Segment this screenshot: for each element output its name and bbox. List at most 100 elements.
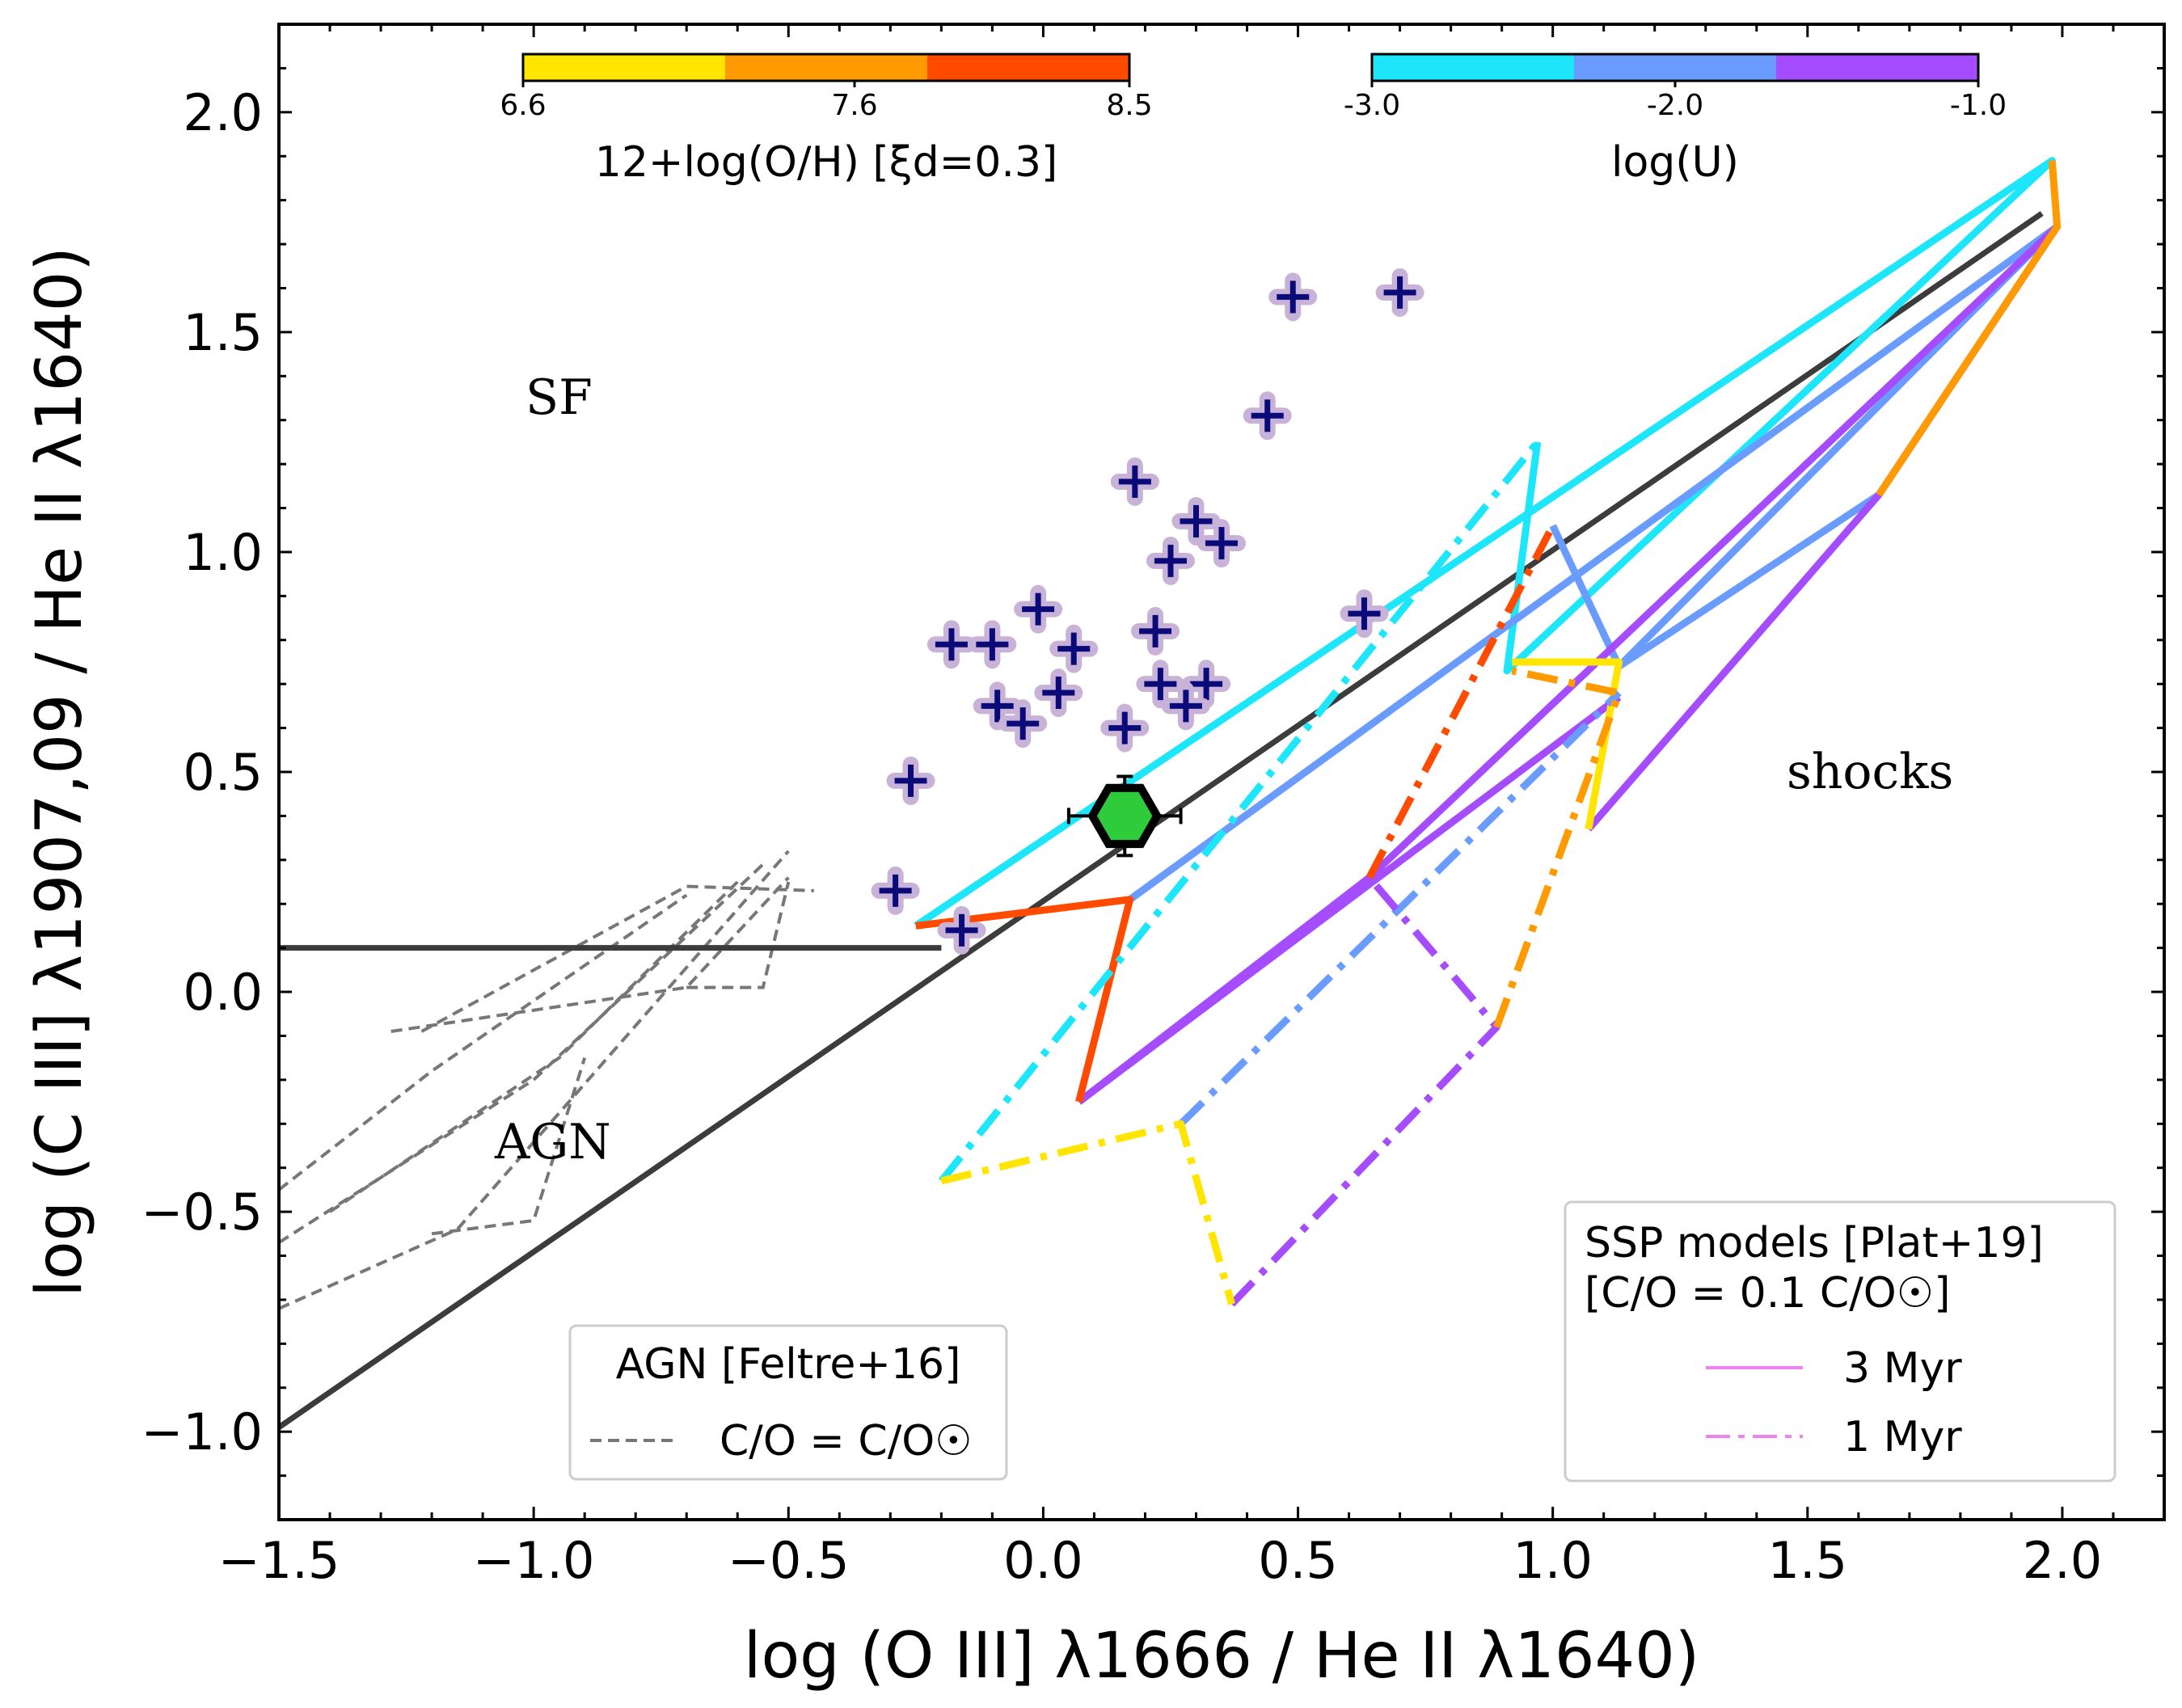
y-tick-label: 2.0 [183,83,263,142]
point-marker [1108,711,1142,744]
colorbar-segment [725,54,928,81]
point-marker [1277,280,1310,314]
model-grid-line [938,440,1541,1183]
data-point [886,756,935,805]
data-point [1100,703,1150,753]
y-tick-label: 0.5 [183,743,263,802]
model-grid-line [914,157,2056,930]
point-marker [1057,632,1091,665]
x-tick-label: 2.0 [2023,1531,2103,1590]
point-marker [1190,668,1223,701]
data-point [1375,268,1424,317]
colorbar-segment [1372,54,1575,81]
point-marker [1022,593,1055,626]
point-marker [1205,527,1238,560]
y-tick-label: 1.5 [183,303,263,362]
x-tick-label: 1.0 [1513,1531,1593,1590]
dividing-lines [279,211,2044,1430]
colorbar-segment [927,54,1130,81]
colorbar-tick-label: -3.0 [1344,89,1400,122]
y-tick-label: 0.0 [183,963,263,1022]
data-point [1131,606,1180,656]
model-grid-line [1617,491,1881,670]
colorbar-tick-label: 8.5 [1106,89,1152,122]
colorbar-segment [1776,54,1979,81]
model-grid-line [940,1120,1235,1305]
legend-label: 3 Myr [1843,1344,1962,1393]
point-marker [1144,668,1177,701]
data-point [1182,660,1231,709]
point-marker [894,764,927,797]
x-tick-label: −1.0 [473,1531,595,1590]
agn-grid-line [328,880,739,1213]
colorbar-tick-label: -1.0 [1950,89,2007,122]
x-axis-title: log (O III] λ1666 / He II λ1640) [744,1620,1699,1693]
data-point [968,620,1017,669]
colorbar-title: log(U) [1611,138,1739,187]
y-tick-label: 1.0 [183,523,263,582]
x-tick-label: −0.5 [728,1531,850,1590]
agn-model-grid [279,850,814,1310]
point-marker [1154,544,1187,577]
colorbar-border [521,53,1131,82]
data-point [1136,660,1185,709]
agn-grid-line [686,881,791,989]
x-tick-label: −1.5 [218,1531,340,1590]
data-point [1161,681,1210,731]
colorbar-segment [1574,54,1777,81]
point-marker [1007,707,1040,740]
data-point [1034,668,1083,718]
data-point [926,620,976,669]
data-point [1340,589,1389,639]
agn-grid-line [390,876,790,1033]
legend-agn: AGN [Feltre+16] C/O = C/O☉ [568,1324,1008,1481]
y-axis-title: log (C III] λ1907,09 / He II λ1640) [23,247,96,1297]
data-point [1014,584,1063,634]
model-grid-line [915,896,1134,1103]
highlight-marker [1087,783,1162,849]
agn-grid-line [431,1057,587,1236]
point-marker [1169,690,1202,723]
legend-title-line: [C/O = 0.1 C/O☉] [1585,1269,1951,1318]
point-marker [945,913,978,947]
dividing-line [279,211,2044,1430]
point-marker [935,628,968,661]
colorbar-tick-label: -2.0 [1647,89,1703,122]
point-marker [879,874,912,907]
x-tick-label: 0.5 [1258,1531,1338,1590]
agn-grid-line [279,893,688,1191]
legend-ssp: SSP models [Plat+19][C/O = 0.1 C/O☉] 3 My… [1564,1200,2117,1482]
data-point [1243,391,1292,441]
data-point [937,905,986,955]
colorbar-tick-label: 7.6 [831,89,877,122]
colorbar-segment [523,54,726,81]
legend-label: C/O = C/O☉ [720,1417,973,1466]
data-point [1146,536,1195,585]
point-marker [976,628,1009,661]
axis-ticks: −1.5 −1.0 −0.5 0.0 0.5 1.0 1.5 2.0 −1.0 −0.5 0.0 0.… [141,23,2166,1590]
ssp-model-grid [914,157,2062,1307]
data-point [1171,496,1221,546]
point-marker [1042,677,1075,710]
legend-title: AGN [Feltre+16] [616,1340,961,1389]
model-grid-line [1127,222,2062,903]
point-marker [1139,614,1172,647]
legend-title-line: SSP models [Plat+19] [1585,1219,2044,1267]
colorbar: -3.0 -2.0 -1.0 log(U) [1344,53,2007,187]
agn-grid-line [279,862,765,1244]
point-marker [981,690,1014,723]
model-grid-line [1493,667,1623,1029]
data-point [871,866,920,915]
y-tick-label: −1.0 [141,1402,263,1461]
point-marker [1118,465,1151,498]
legend-box [568,1324,1008,1481]
colorbar: 6.6 7.6 8.5 12+log(O/H) [ξd=0.3] [500,53,1153,187]
colorbar-title: 12+log(O/H) [ξd=0.3] [595,138,1058,187]
agn-grid-line [279,850,790,1310]
model-grid-line [1876,160,2062,497]
agn-grid-line [420,884,814,1033]
legends: AGN [Feltre+16] C/O = C/O☉ SSP models [Pla… [568,1200,2117,1482]
data-point [1110,457,1159,506]
model-grid-line [1365,524,1556,879]
legend-box [1564,1200,2117,1482]
